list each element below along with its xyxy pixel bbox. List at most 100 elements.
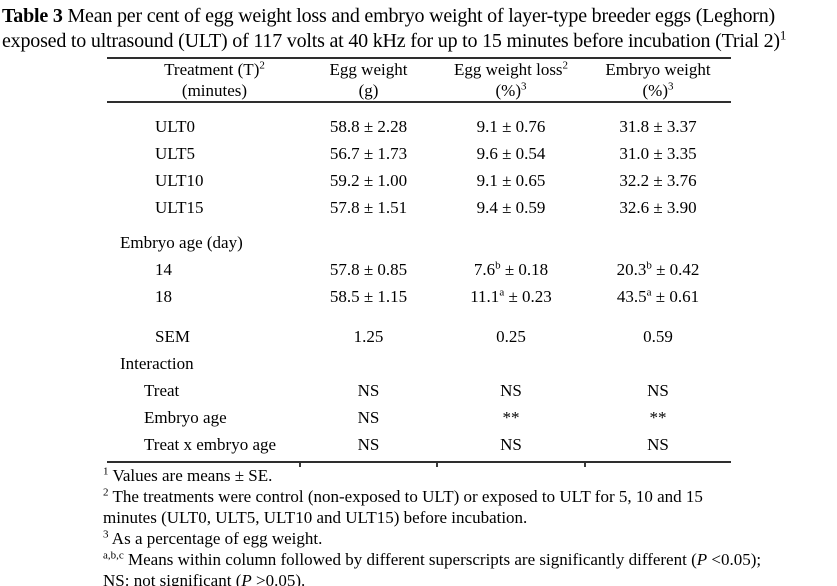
table-top-rule [107, 57, 731, 59]
section-row: Embryo age (day) [107, 229, 731, 256]
footnote-text: The treatments were control (non-exposed… [108, 487, 703, 506]
footnote-text: P [241, 571, 252, 586]
cell-value: 57.8 ± 0.85 [300, 256, 437, 283]
value-error: ± 3.76 [649, 171, 697, 190]
value-error: ± 0.85 [359, 260, 408, 279]
cell-value: NS [300, 431, 437, 458]
row-spacer [107, 310, 731, 323]
row-label: Embryo age (day) [120, 233, 243, 252]
footnote-text: Means within column followed by differen… [123, 550, 697, 569]
significance-superscript: b [646, 259, 652, 272]
value-text: 58.8 [329, 117, 360, 136]
footnote-marker: a,b,c [103, 549, 124, 562]
cell-value: 59.2 ± 1.00 [300, 167, 437, 194]
value-error: ± 0.42 [651, 260, 700, 279]
cell-value: 32.6 ± 3.90 [585, 194, 731, 221]
value-error: ± 0.76 [497, 117, 546, 136]
footnote-text: As a percentage of egg weight. [108, 529, 323, 548]
value-text: 57.8 [329, 198, 360, 217]
value-text: 0.25 [496, 327, 526, 346]
table-row: SEM 1.25 0.25 0.59 [107, 323, 731, 350]
row-label: ULT0 [155, 117, 195, 136]
table-bottom-rule [107, 461, 731, 467]
value-error: ± 0.61 [651, 287, 700, 306]
value-text: 0.59 [643, 327, 673, 346]
cell-value: NS [300, 377, 437, 404]
column-boundary-tick [299, 463, 301, 467]
caption-footnote-marker: 1 [779, 27, 787, 43]
footnote-line: 3 As a percentage of egg weight. [103, 528, 837, 549]
header-line-1: Egg weight [329, 60, 408, 79]
cell-value: 11.1a ± 0.23 [437, 283, 585, 310]
value-text: 31.0 [619, 144, 650, 163]
header-line-1: Treatment (T)2 [164, 59, 265, 79]
table-caption: Table 3 Mean per cent of egg weight loss… [0, 0, 837, 54]
footnote-line: a,b,c Means within column followed by di… [103, 549, 837, 570]
table-row: 14 57.8 ± 0.85 7.6b ± 0.18 20.3b ± 0.42 [107, 256, 731, 283]
table-row: Treat x embryo age NS NS NS [107, 431, 731, 458]
cell-value: ** [585, 404, 731, 431]
cell-value: ** [437, 404, 585, 431]
row-label: ULT15 [155, 198, 204, 217]
cell-value: 31.8 ± 3.37 [585, 113, 731, 140]
footnote-text: NS: not significant ( [103, 571, 242, 586]
value-error: ± 3.90 [649, 198, 697, 217]
value-text: 57.8 [329, 260, 360, 279]
cell-value: NS [437, 377, 585, 404]
value-text: 56.7 [329, 144, 360, 163]
table-row: Treat NS NS NS [107, 377, 731, 404]
row-label: Interaction [120, 354, 194, 373]
cell-value: NS [585, 377, 731, 404]
value-text: ** [502, 408, 520, 427]
header-footnote-marker: 2 [562, 59, 569, 72]
value-text: ** [649, 408, 667, 427]
value-text: 7.6 [473, 260, 496, 279]
significance-superscript: a [646, 286, 652, 299]
header-line-1: Egg weight loss2 [453, 59, 569, 79]
value-text: 1.25 [353, 327, 384, 346]
cell-value: 9.6 ± 0.54 [437, 140, 585, 167]
value-text: 11.1 [470, 287, 500, 306]
header-line-1: Embryo weight [605, 60, 711, 79]
header-line-2: (minutes) [181, 81, 248, 100]
header-separator-rule [107, 101, 731, 103]
cell-value: 43.5a ± 0.61 [585, 283, 731, 310]
footnote-text: minutes (ULT0, ULT5, ULT10 and ULT15) be… [103, 508, 528, 527]
cell-value: 57.8 ± 1.51 [300, 194, 437, 221]
footnote-line: NS: not significant (P >0.05). [103, 570, 837, 586]
cell-value: 58.5 ± 1.15 [300, 283, 437, 310]
footnote-line: 1 Values are means ± SE. [103, 465, 837, 486]
row-label: 14 [155, 260, 172, 279]
caption-text: Mean per cent of egg weight loss and emb… [2, 5, 780, 52]
cell-value: 31.0 ± 3.35 [585, 140, 731, 167]
value-error: ± 0.23 [504, 287, 552, 306]
row-label: ULT10 [155, 171, 204, 190]
table-body: ULT0 58.8 ± 2.28 9.1 ± 0.76 31.8 ± 3.37 ULT5… [107, 103, 731, 461]
value-text: 9.4 [476, 198, 498, 217]
value-text: 9.6 [476, 144, 498, 163]
header-line-2: (g) [358, 81, 379, 100]
value-error: ± 2.28 [359, 117, 408, 136]
cell-value: 7.6b ± 0.18 [437, 256, 585, 283]
value-error: ± 3.37 [649, 117, 697, 136]
header-footnote-marker: 3 [667, 80, 674, 93]
value-text: 9.1 [476, 171, 498, 190]
footnote-line: 2 The treatments were control (non-expos… [103, 486, 837, 507]
footnote-text: Values are means ± SE. [108, 466, 273, 485]
row-label: SEM [155, 327, 190, 346]
value-error: ± 0.54 [497, 144, 546, 163]
row-label: ULT5 [155, 144, 195, 163]
value-text: 43.5 [616, 287, 647, 306]
cell-value: 1.25 [300, 323, 437, 350]
value-error: ± 1.00 [359, 171, 408, 190]
table-row: 18 58.5 ± 1.15 11.1a ± 0.23 43.5a ± 0.61 [107, 283, 731, 310]
value-text: 59.2 [329, 171, 360, 190]
value-error: ± 0.65 [497, 171, 546, 190]
value-text: NS [500, 435, 522, 454]
footnote-marker: 3 [103, 528, 109, 541]
cell-value: 20.3b ± 0.42 [585, 256, 731, 283]
cell-value: NS [437, 431, 585, 458]
footnote-line: minutes (ULT0, ULT5, ULT10 and ULT15) be… [103, 507, 837, 528]
table-row: ULT10 59.2 ± 1.00 9.1 ± 0.65 32.2 ± 3.76 [107, 167, 731, 194]
